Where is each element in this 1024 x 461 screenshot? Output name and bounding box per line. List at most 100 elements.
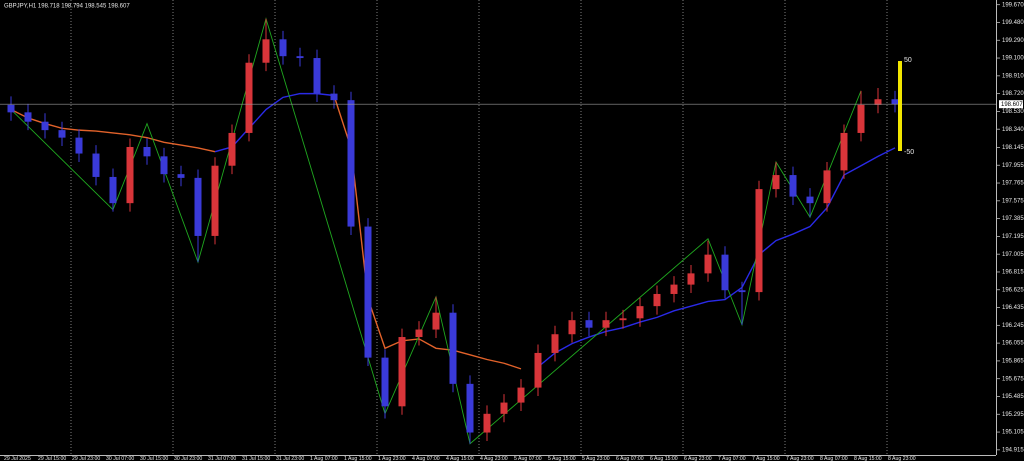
candle-body [772, 175, 780, 190]
candle-body [789, 175, 797, 197]
level-label: 50 [904, 57, 912, 64]
y-tick-label: 195.865 [1002, 358, 1024, 364]
x-tick-label: 7 Aug 23:00 [786, 456, 814, 461]
x-tick-label: 7 Aug 07:00 [718, 456, 746, 461]
y-tick-label: 197.385 [1002, 216, 1024, 222]
candle-body [160, 156, 168, 175]
candle-body [704, 254, 712, 274]
x-tick-label: 7 Aug 15:00 [752, 456, 780, 461]
candle-body [449, 312, 457, 384]
candle-body [466, 383, 474, 433]
candle-body [228, 132, 236, 166]
y-tick-label: 199.480 [1002, 20, 1024, 26]
y-tick-label: 197.955 [1002, 163, 1024, 169]
candle-body [636, 306, 644, 319]
y-tick-label: 198.530 [1002, 109, 1024, 115]
y-tick-label: 197.195 [1002, 234, 1024, 240]
y-tick-label: 196.055 [1002, 341, 1024, 347]
x-tick-label: 29 Jul 15:00 [38, 456, 66, 461]
candle-body [687, 273, 695, 285]
candle-body [245, 62, 253, 133]
y-tick-label: 196.245 [1002, 323, 1024, 329]
candle-body [755, 189, 763, 293]
x-tick-label: 31 Jul 07:00 [208, 456, 236, 461]
candle-body [823, 170, 831, 204]
candle-body [92, 153, 100, 177]
y-tick-label: 199.670 [1002, 2, 1024, 8]
candle-body [347, 100, 355, 227]
candle-body [24, 112, 32, 122]
x-tick-label: 5 Aug 15:00 [548, 456, 576, 461]
x-tick-label: 6 Aug 23:00 [684, 456, 712, 461]
candle-body [194, 177, 202, 236]
current-price-tag [999, 100, 1023, 109]
candle-body [721, 254, 729, 291]
x-tick-label: 29 Jul 23:00 [72, 456, 100, 461]
candle-body [126, 146, 134, 204]
x-tick-label: 8 Aug 07:00 [820, 456, 848, 461]
x-tick-label: 4 Aug 23:00 [480, 456, 508, 461]
candle-body [211, 165, 219, 236]
x-tick-label: 29 Jul 2025 [4, 456, 31, 461]
x-tick-label: 31 Jul 15:00 [242, 456, 270, 461]
y-tick-label: 197.005 [1002, 252, 1024, 258]
y-tick-label: 199.100 [1002, 56, 1024, 62]
x-tick-label: 31 Jul 23:00 [276, 456, 304, 461]
candle-body [857, 104, 865, 133]
x-tick-label: 1 Aug 15:00 [344, 456, 372, 461]
y-tick-label: 198.720 [1002, 91, 1024, 97]
y-tick-label: 198.910 [1002, 73, 1024, 79]
candle-body [313, 58, 321, 94]
y-tick-label: 195.675 [1002, 376, 1024, 382]
candle-body [109, 176, 117, 204]
candle-body [517, 387, 525, 403]
candle-body [381, 357, 389, 407]
candle-body [296, 56, 304, 59]
y-tick-label: 195.485 [1002, 394, 1024, 400]
candle-body [534, 352, 542, 388]
candle-body [330, 93, 338, 101]
candle-body [619, 318, 627, 321]
x-tick-label: 6 Aug 07:00 [616, 456, 644, 461]
x-tick-label: 30 Jul 07:00 [106, 456, 134, 461]
candle-body [432, 312, 440, 330]
x-tick-label: 30 Jul 15:00 [140, 456, 168, 461]
level-label: -50 [904, 149, 914, 156]
candle-body [364, 226, 372, 358]
x-tick-label: 5 Aug 23:00 [582, 456, 610, 461]
candle-body [262, 39, 270, 63]
y-tick-label: 198.340 [1002, 127, 1024, 133]
candle-body [874, 99, 882, 105]
x-tick-label: 30 Jul 23:00 [174, 456, 202, 461]
candle-body [602, 320, 610, 328]
candle-body [738, 290, 746, 293]
x-tick-label: 1 Aug 23:00 [378, 456, 406, 461]
y-tick-label: 199.290 [1002, 38, 1024, 44]
candle-body [177, 174, 185, 178]
candle-body [415, 329, 423, 338]
candle-body [551, 334, 559, 353]
candle-body [41, 121, 49, 131]
candle-body [670, 284, 678, 294]
candle-body [279, 39, 287, 57]
x-tick-label: 1 Aug 07:00 [310, 456, 338, 461]
y-tick-label: 196.625 [1002, 287, 1024, 293]
y-tick-label: 196.815 [1002, 270, 1024, 276]
candle-body [143, 146, 151, 157]
x-tick-label: 5 Aug 07:00 [514, 456, 542, 461]
candle-body [58, 130, 66, 138]
candle-body [806, 196, 814, 204]
y-tick-label: 197.575 [1002, 198, 1024, 204]
candle-body [7, 104, 15, 113]
x-tick-label: 6 Aug 15:00 [650, 456, 678, 461]
candle-body [568, 320, 576, 335]
candle-body [891, 99, 899, 105]
candle-body [840, 132, 848, 171]
candle-body [398, 337, 406, 407]
x-tick-label: 8 Aug 23:00 [888, 456, 916, 461]
level-bar [898, 61, 902, 151]
candle-body [75, 137, 83, 154]
candle-body [585, 320, 593, 328]
